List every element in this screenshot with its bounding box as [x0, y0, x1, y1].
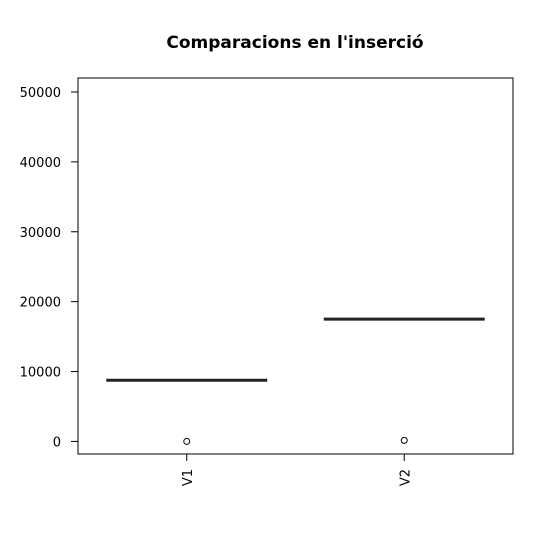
x-tick-label: V2 — [398, 469, 413, 486]
y-axis: 0 10000 20000 30000 40000 50000 — [20, 86, 78, 450]
y-tick-label: 30000 — [20, 226, 61, 241]
plot-frame — [77, 77, 514, 455]
outlier-point — [183, 437, 191, 445]
outlier-point — [400, 436, 408, 444]
y-tick-label: 10000 — [20, 366, 61, 381]
y-tick-label: 0 — [53, 435, 61, 450]
y-tick-label: 20000 — [20, 296, 61, 311]
chart-title: Comparacions en l'inserció — [166, 33, 423, 53]
x-tick-label: V1 — [181, 469, 196, 486]
y-tick-label: 40000 — [20, 156, 61, 171]
y-tick-label: 50000 — [20, 86, 61, 101]
plot-marks — [106, 317, 485, 445]
x-axis: V1 V2 — [181, 454, 413, 486]
